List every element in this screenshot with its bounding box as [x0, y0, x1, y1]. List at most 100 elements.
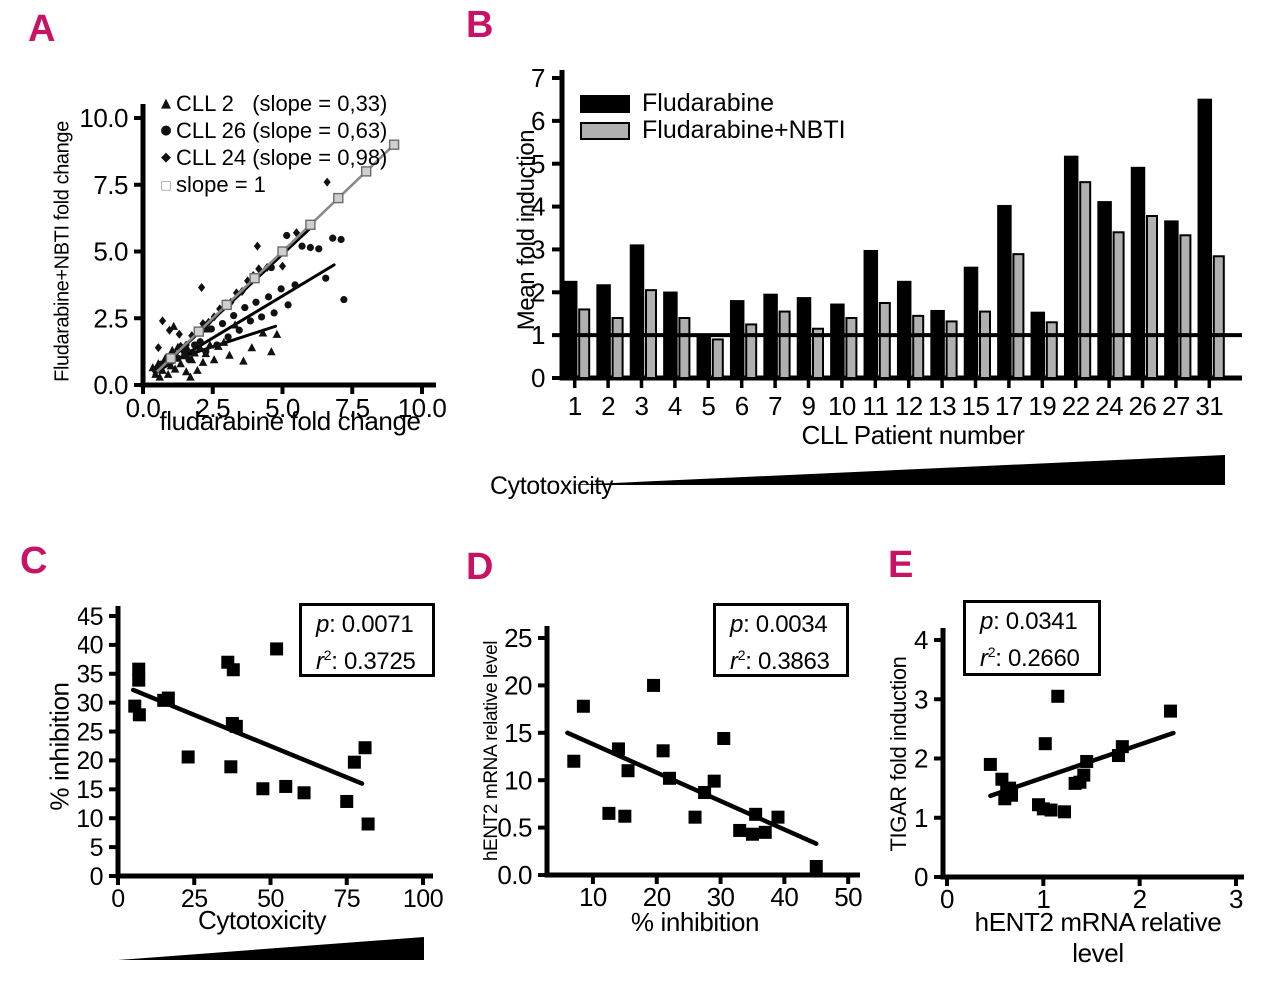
panel-e-y-axis-label: TIGAR fold induction — [886, 656, 911, 852]
panel-a-x-axis-label: fludarabine fold change — [159, 406, 421, 436]
legend-label-cll2: CLL 2 (slope = 0,33) — [176, 90, 388, 116]
svg-text:40: 40 — [78, 632, 103, 660]
svg-text:5: 5 — [531, 149, 545, 179]
svg-text:0.0: 0.0 — [126, 393, 161, 423]
legend-label-slope1: slope = 1 — [176, 171, 266, 197]
legend-label-cll26: CLL 26 (slope = 0,63) — [176, 117, 388, 143]
svg-text:0.0: 0.0 — [93, 370, 128, 400]
svg-text:1: 1 — [531, 320, 545, 350]
svg-text:11: 11 — [862, 391, 888, 421]
svg-text:5.0: 5.0 — [93, 237, 128, 267]
svg-text:10.0: 10.0 — [80, 103, 128, 133]
r-squared-value: : 0.3863 — [745, 648, 830, 675]
svg-text:2.5: 2.5 — [93, 303, 128, 333]
svg-text:4: 4 — [531, 192, 545, 222]
legend-label-fludarabine: Fludarabine — [642, 89, 775, 117]
svg-text:25: 25 — [504, 623, 532, 653]
svg-text:17: 17 — [995, 391, 1023, 421]
p-value: : 0.0341 — [993, 608, 1078, 635]
svg-text:2.5: 2.5 — [195, 393, 230, 423]
panel-c-y-axis-label: % inhibition — [44, 682, 75, 811]
svg-text:24: 24 — [1095, 391, 1123, 421]
panel-d-x-axis-label: % inhibition — [630, 907, 760, 937]
svg-text:1: 1 — [568, 391, 582, 421]
svg-text:10.0: 10.0 — [398, 393, 447, 423]
cytotoxicity-gradient-wedge-c — [118, 937, 424, 960]
fludarabine-swatch — [580, 94, 630, 113]
r-sup: 2 — [737, 647, 746, 663]
p-value: : 0.0071 — [329, 611, 414, 638]
svg-text:45: 45 — [78, 603, 103, 631]
cytotoxicity-gradient-wedge-b — [570, 455, 1225, 485]
svg-text:7: 7 — [531, 63, 545, 93]
svg-text:15: 15 — [504, 718, 532, 748]
panel-a-letter: A — [28, 8, 56, 50]
p-label: p — [980, 608, 994, 635]
svg-text:0: 0 — [914, 862, 928, 892]
svg-text:20: 20 — [78, 747, 103, 775]
p-value-line: p: 0.0071 — [316, 610, 426, 640]
svg-text:6: 6 — [531, 106, 545, 136]
svg-text:75: 75 — [333, 885, 360, 913]
svg-text:7.5: 7.5 — [335, 393, 370, 423]
svg-text:2: 2 — [601, 391, 615, 421]
panel-c-x-axis-label: Cytotoxicity — [197, 905, 327, 935]
svg-text:15: 15 — [962, 391, 990, 421]
svg-text:0.5: 0.5 — [497, 813, 532, 843]
svg-text:9: 9 — [802, 391, 816, 421]
svg-text:30: 30 — [78, 689, 103, 717]
svg-text:1: 1 — [1036, 884, 1050, 914]
r-label: r — [980, 645, 988, 672]
panel-e-stats-box: p: 0.0341 r2: 0.2660 — [963, 600, 1101, 676]
svg-text:15: 15 — [78, 776, 103, 804]
fludarabine-nbti-swatch — [580, 121, 630, 140]
r-label: r — [316, 648, 324, 675]
svg-text:27: 27 — [1162, 391, 1190, 421]
legend-item-fludarabine-nbti: Fludarabine+NBTI — [580, 116, 846, 144]
panel-b-letter: B — [466, 4, 494, 46]
svg-text:50: 50 — [834, 882, 862, 912]
svg-text:7: 7 — [768, 391, 782, 421]
svg-text:4: 4 — [914, 625, 928, 655]
svg-text:5.0: 5.0 — [265, 393, 300, 423]
svg-text:10: 10 — [78, 805, 103, 833]
panel-b-y-axis-label: Mean fold induction — [513, 129, 540, 331]
svg-text:0: 0 — [531, 363, 545, 393]
svg-text:3: 3 — [1229, 884, 1243, 914]
svg-text:25: 25 — [181, 885, 208, 913]
svg-text:2: 2 — [914, 744, 928, 774]
panel-a-y-axis-label: Fludarabine+NBTI fold change — [51, 121, 74, 382]
panel-d-y-axis-label: hENT2 mRNA relative level — [481, 640, 502, 862]
p-value: : 0.0034 — [743, 611, 828, 638]
r-label: r — [730, 648, 738, 675]
r-squared-value: : 0.3725 — [331, 648, 416, 675]
svg-text:0.0: 0.0 — [497, 860, 532, 890]
p-label: p — [730, 611, 744, 638]
panel-d-letter: D — [466, 546, 494, 588]
svg-text:6: 6 — [735, 391, 749, 421]
svg-text:50: 50 — [257, 885, 284, 913]
panel-a-plot: 0.0 2.5 5.0 7.5 10.0 0.0 2.5 5.0 7.5 10.0 — [80, 103, 447, 423]
r-sup: 2 — [987, 644, 996, 660]
svg-text:2: 2 — [1133, 884, 1147, 914]
r-squared-value: : 0.2660 — [995, 645, 1080, 672]
svg-text:30: 30 — [707, 882, 735, 912]
legend-label-fludarabine-nbti: Fludarabine+NBTI — [642, 116, 846, 144]
svg-text:10: 10 — [504, 765, 532, 795]
svg-text:5: 5 — [701, 391, 715, 421]
svg-text:20: 20 — [643, 882, 671, 912]
legend-item-fludarabine: Fludarabine — [580, 89, 846, 117]
legend-item-cll26: ● CLL 26 (slope = 0,63) — [156, 117, 387, 144]
svg-text:35: 35 — [78, 661, 103, 689]
triangle-marker-icon: ▲ — [161, 96, 171, 111]
legend-item-slope1: □ slope = 1 — [156, 171, 387, 198]
panel-b-legend: Fludarabine Fludarabine+NBTI — [580, 89, 846, 144]
panel-d-stats-box: p: 0.0034 r2: 0.3863 — [713, 603, 849, 677]
svg-text:4: 4 — [668, 391, 682, 421]
r-squared-line: r2: 0.3863 — [730, 640, 840, 677]
svg-text:3: 3 — [635, 391, 649, 421]
svg-text:2: 2 — [531, 277, 545, 307]
